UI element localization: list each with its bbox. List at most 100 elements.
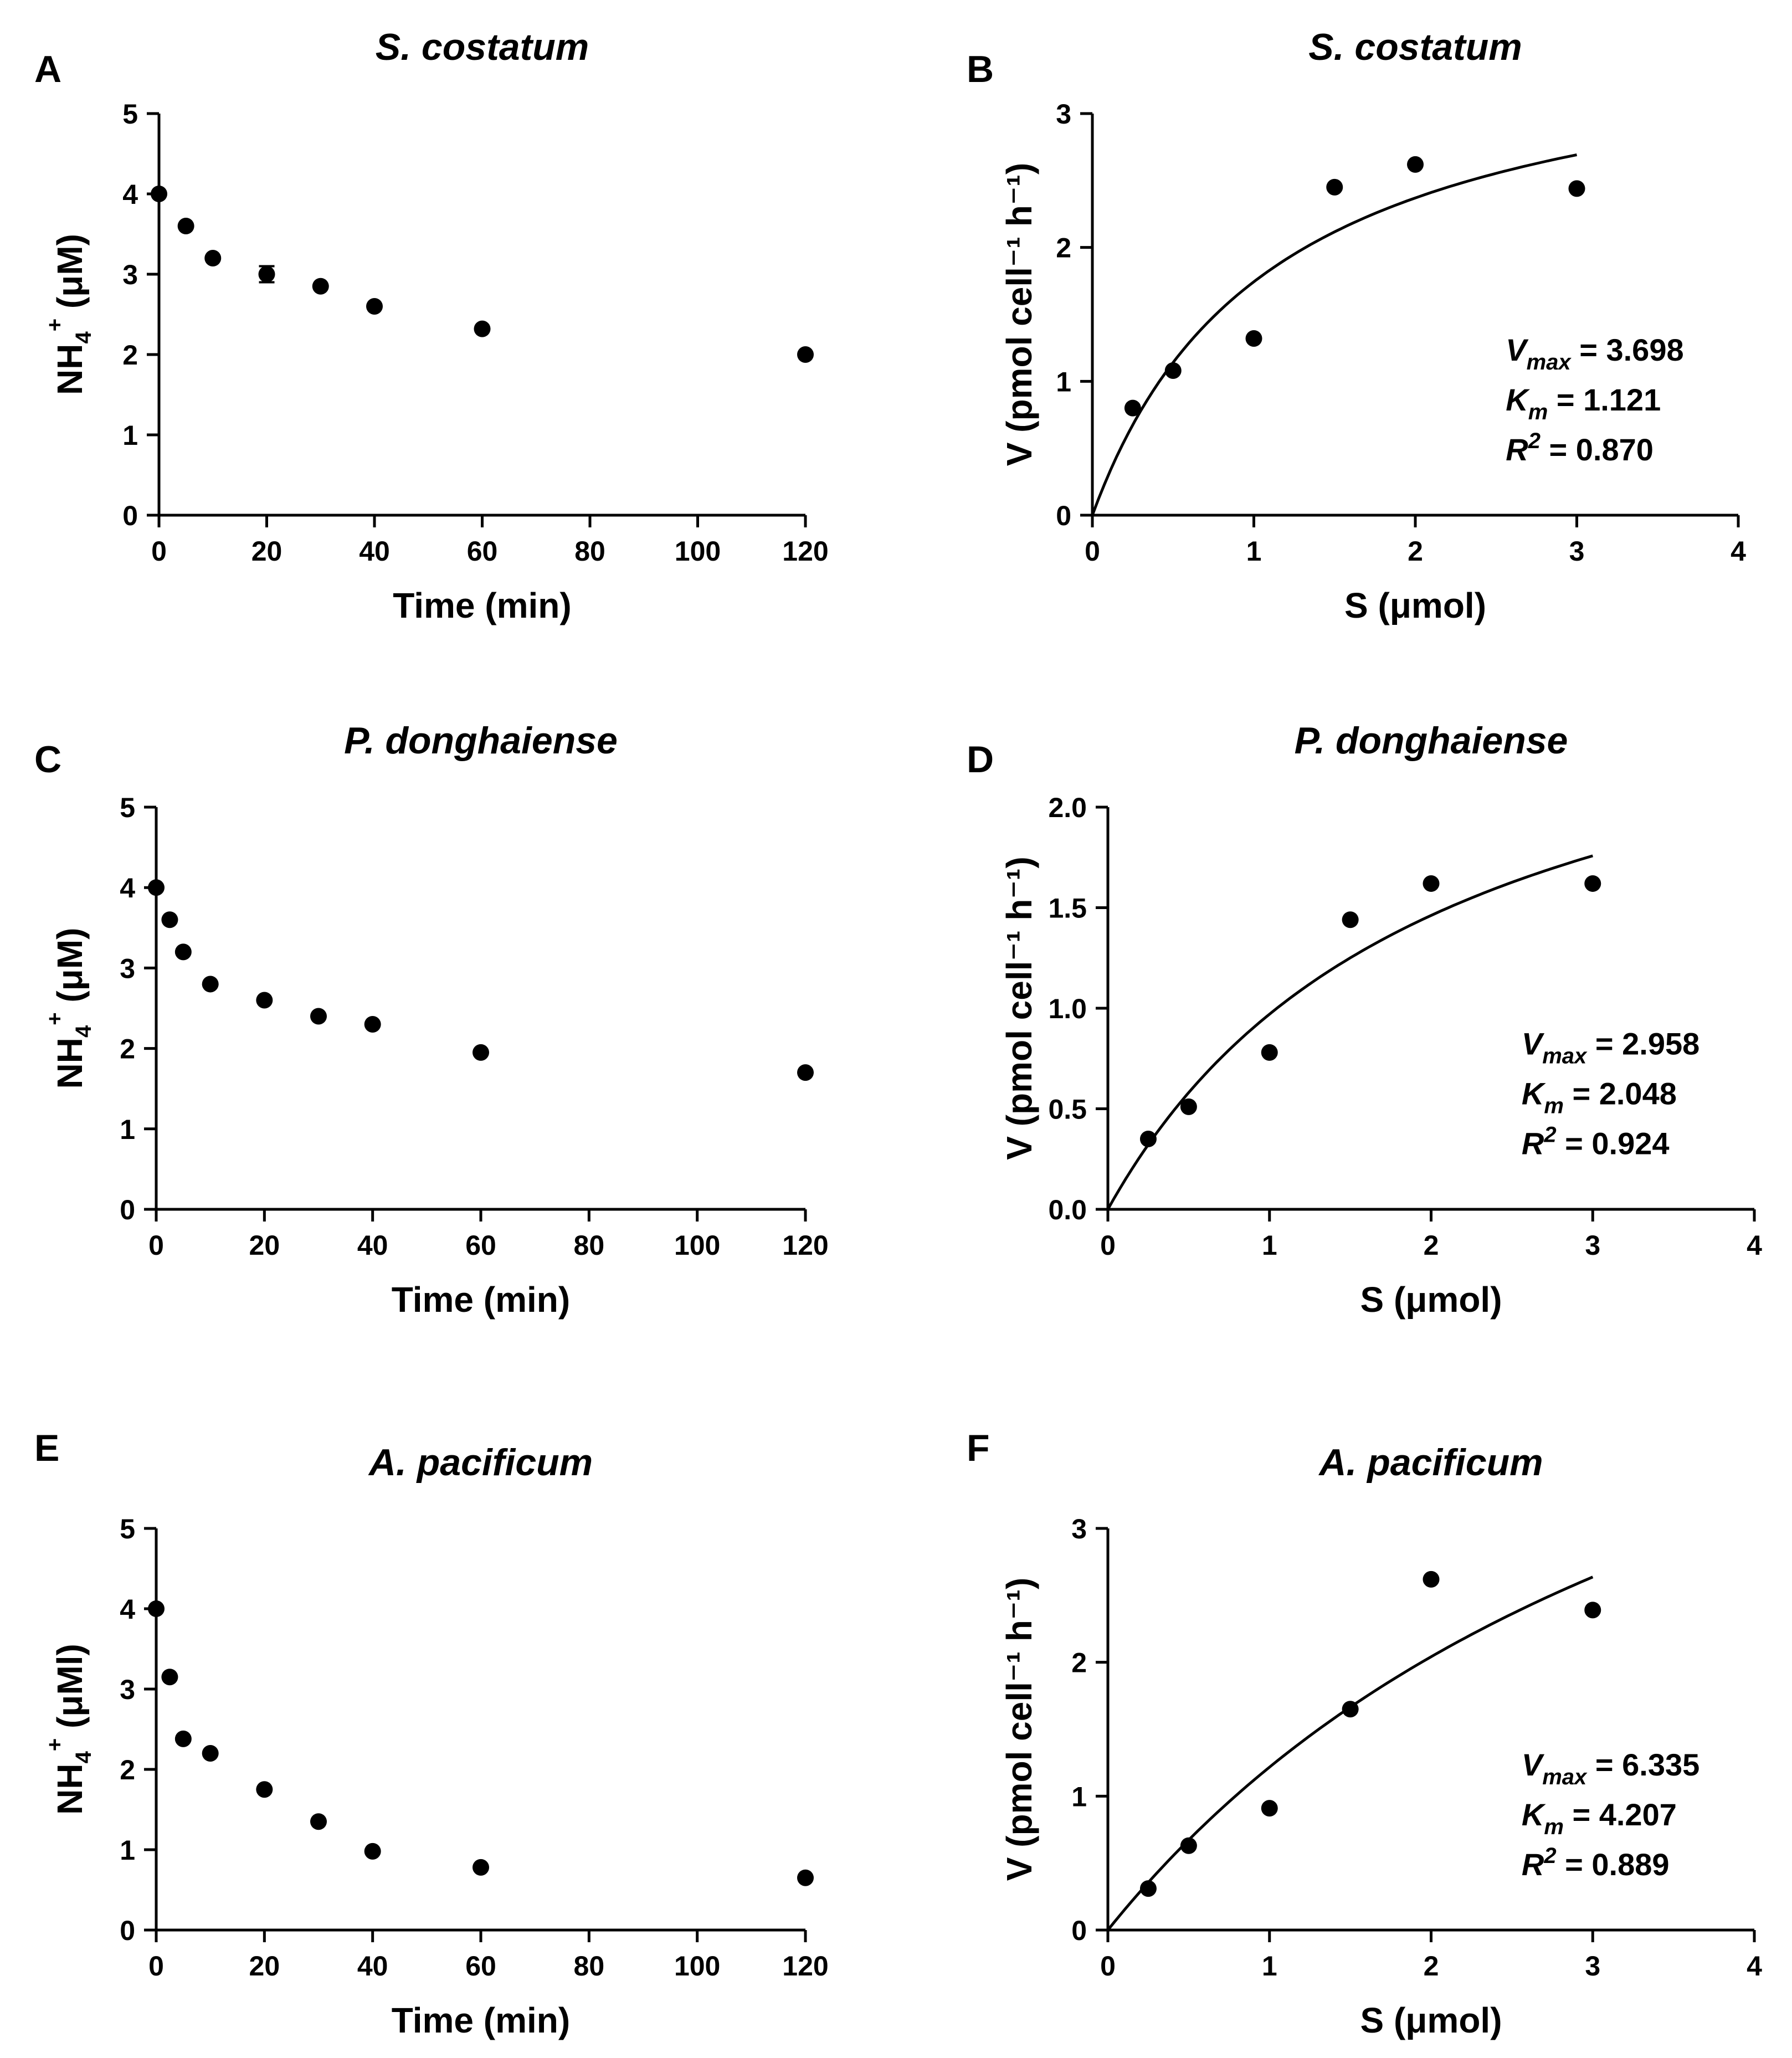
data-point [1326, 178, 1343, 196]
x-tick-label: 1 [1246, 536, 1262, 567]
data-point [1584, 875, 1601, 892]
x-tick-label: 40 [359, 536, 390, 567]
x-tick-label: 40 [357, 1951, 388, 1982]
annotation-km: Km = 1.121 [1506, 382, 1661, 424]
x-tick-label: 60 [465, 1230, 496, 1261]
data-point [204, 250, 222, 266]
y-tick-label: 3 [120, 953, 135, 984]
y-tick-label: 4 [120, 873, 135, 904]
y-tick-label: 2 [120, 1034, 135, 1065]
y-tick-label: 5 [122, 99, 138, 130]
data-point [177, 218, 194, 234]
data-point [366, 298, 383, 315]
data-point [161, 1669, 178, 1686]
x-tick-label: 20 [249, 1230, 280, 1261]
y-tick-label: 3 [120, 1674, 135, 1705]
data-point [256, 1781, 273, 1798]
fit-curve [1106, 854, 1593, 1210]
annotation-r2: R2 = 0.924 [1522, 1122, 1670, 1161]
x-tick-label: 60 [467, 536, 498, 567]
x-axis-label: Time (min) [393, 586, 571, 625]
annotation-vmax: Vmax = 6.335 [1522, 1747, 1699, 1789]
y-tick-label: 0 [1056, 500, 1071, 531]
x-tick-label: 0 [1085, 536, 1100, 567]
x-tick-label: 3 [1569, 536, 1585, 567]
y-tick-label: 1 [120, 1114, 135, 1145]
x-tick-label: 100 [675, 536, 721, 567]
data-point [1261, 1044, 1278, 1061]
panel-letter: C [34, 738, 61, 781]
x-tick-label: 40 [357, 1230, 388, 1261]
data-point [474, 320, 491, 337]
panel-title: S. costatum [376, 26, 589, 68]
y-axis-label: V (pmol cell⁻¹ h⁻¹) [999, 163, 1039, 466]
x-tick-label: 2 [1424, 1951, 1439, 1982]
data-point [202, 976, 219, 993]
data-point [1584, 1602, 1601, 1619]
panel-title: A. pacificum [368, 1441, 593, 1484]
data-point [1139, 1880, 1157, 1897]
x-axis-label: S (μmol) [1344, 586, 1486, 625]
y-tick-label: 2 [1056, 233, 1071, 264]
data-point [148, 1600, 165, 1617]
data-point [161, 911, 178, 928]
data-point [1164, 362, 1182, 379]
x-tick-label: 20 [251, 536, 283, 567]
y-axis-label: V (pmol cell⁻¹ h⁻¹) [999, 1578, 1039, 1881]
panel-a: A S. costatum 0 20 40 60 80 100 120 0 1 2 3 4 5 Time (m… [34, 26, 829, 625]
y-tick-label: 0 [120, 1194, 135, 1225]
panel-b: B S. costatum 0 1 2 3 4 0 1 2 3 S (μmol) V (pmol cel… [967, 26, 1746, 625]
x-tick-label: 20 [249, 1951, 280, 1982]
panel-letter: F [967, 1427, 990, 1469]
y-tick-label: 5 [120, 1513, 135, 1544]
data-point [364, 1016, 381, 1033]
x-tick-label: 0 [148, 1230, 164, 1261]
data-point [174, 1730, 192, 1747]
x-tick-label: 100 [674, 1951, 720, 1982]
x-tick-label: 3 [1585, 1951, 1600, 1982]
data-point [202, 1745, 219, 1762]
data-point [256, 992, 273, 1009]
data-point [473, 1044, 489, 1061]
x-tick-label: 80 [574, 1230, 605, 1261]
panel-title: P. donghaiense [1295, 720, 1568, 762]
panel-letter: A [34, 48, 61, 90]
x-tick-label: 3 [1585, 1230, 1600, 1261]
y-tick-label: 3 [1056, 99, 1071, 130]
panel-letter: E [34, 1427, 59, 1469]
x-tick-label: 80 [574, 1951, 605, 1982]
annotation-vmax: Vmax = 2.958 [1522, 1026, 1699, 1068]
y-tick-label: 0.5 [1048, 1094, 1087, 1125]
data-point [797, 346, 814, 363]
y-tick-label: 1 [120, 1835, 135, 1866]
y-axis-label: NH4+ (μM) [43, 928, 96, 1089]
annotation-km: Km = 2.048 [1522, 1076, 1677, 1118]
data-point [364, 1843, 381, 1860]
data-point [1423, 1571, 1440, 1588]
panel-e: E A. pacificum 0 20 40 60 80 100 120 0 1 2 3 4 5 Time (… [34, 1427, 829, 2040]
data-point [1139, 1130, 1157, 1147]
data-point [1568, 180, 1585, 197]
y-tick-label: 2 [1071, 1648, 1087, 1679]
data-point [148, 879, 165, 896]
x-axis-label: Time (min) [392, 2000, 570, 2040]
annotation-vmax: Vmax = 3.698 [1506, 332, 1683, 374]
data-point [1245, 330, 1262, 347]
data-point [1407, 156, 1424, 173]
y-tick-label: 3 [122, 259, 138, 290]
panel-title: A. pacificum [1318, 1441, 1543, 1484]
data-point [310, 1008, 327, 1025]
y-tick-label: 4 [122, 179, 138, 210]
fit-curve [1107, 1575, 1594, 1931]
x-tick-label: 80 [574, 536, 605, 567]
panel-f: F A. pacificum 0 1 2 3 4 0 1 2 3 S (μmol) V (pmol ce… [967, 1427, 1762, 2040]
data-point [151, 186, 167, 202]
y-tick-label: 1.5 [1048, 893, 1087, 924]
y-tick-label: 1 [1056, 366, 1071, 397]
x-tick-label: 1 [1262, 1230, 1277, 1261]
x-tick-label: 1 [1262, 1951, 1277, 1982]
data-point [797, 1869, 814, 1886]
x-tick-label: 120 [782, 1951, 828, 1982]
data-point [1423, 875, 1440, 892]
